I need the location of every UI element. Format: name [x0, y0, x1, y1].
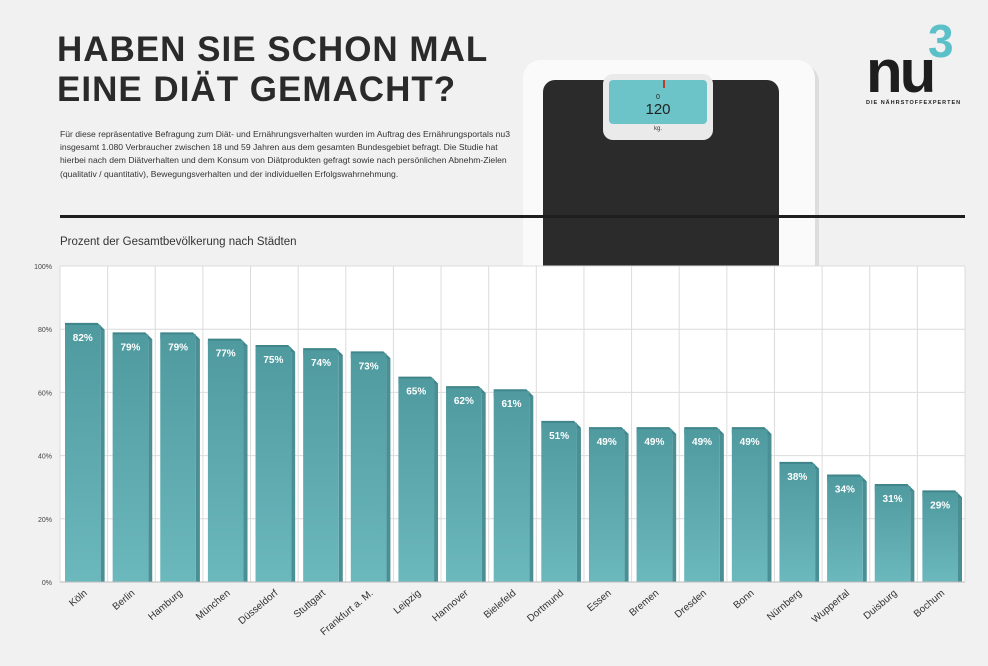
x-tick-label: Essen: [585, 588, 613, 614]
chart-title: Prozent der Gesamtbevölkerung nach Städt…: [60, 236, 297, 248]
x-tick-label: Bochum: [912, 588, 947, 620]
data-label: 82%: [73, 333, 93, 344]
x-tick-label: Dresden: [673, 588, 709, 621]
scale-illustration: 0 120 kg.: [523, 60, 815, 270]
bar-Leipzig: [398, 378, 435, 582]
bar-side: [529, 392, 534, 582]
x-tick-label: Köln: [67, 588, 89, 609]
bar-side: [338, 351, 343, 582]
data-label: 79%: [120, 342, 140, 353]
data-label: 49%: [740, 437, 760, 448]
bar-Essen: [588, 429, 625, 582]
bar-München: [207, 340, 244, 582]
bar-Bielefeld: [493, 391, 530, 582]
data-label: 31%: [883, 494, 903, 505]
data-label: 77%: [216, 349, 236, 360]
data-label: 49%: [597, 437, 617, 448]
bar-Dresden: [684, 429, 720, 582]
bar-Düsseldorf: [255, 347, 292, 582]
bar-side: [958, 493, 962, 582]
bar-Wuppertal: [827, 476, 863, 582]
x-tick-label: Düsseldorf: [237, 588, 281, 627]
bar-Bonn: [731, 429, 768, 582]
logo-superscript: 3: [928, 15, 954, 67]
y-tick-label: 0%: [42, 580, 52, 587]
x-tick-label: Bielefeld: [482, 588, 518, 621]
bar-Duisburg: [874, 486, 911, 582]
bar-side: [862, 477, 867, 582]
bar-Köln: [65, 324, 101, 582]
data-label: 75%: [263, 355, 283, 366]
x-tick-label: München: [194, 588, 233, 623]
x-tick-label: Hamburg: [146, 588, 185, 623]
bar-side: [767, 430, 772, 582]
data-label: 51%: [549, 431, 569, 442]
x-tick-label: Stuttgart: [292, 588, 328, 621]
y-tick-label: 20%: [38, 517, 52, 524]
needle-icon: [663, 80, 665, 88]
bar-side: [243, 341, 248, 582]
data-label: 38%: [787, 472, 807, 483]
page-title: HABEN SIE SCHON MAL EINE DIÄT GEMACHT?: [57, 30, 488, 110]
x-tick-label: Wuppertal: [810, 588, 852, 626]
title-line-2: EINE DIÄT GEMACHT?: [57, 70, 457, 109]
bar-side: [481, 389, 486, 582]
logo-text: nu: [866, 38, 936, 105]
data-label: 61%: [501, 399, 521, 410]
bar-Hamburg: [160, 334, 196, 582]
logo-tagline: DIE NÄHRSTOFFEXPERTEN: [866, 100, 962, 106]
bar-Dortmund: [541, 422, 577, 582]
data-label: 73%: [359, 361, 379, 372]
x-tick-label: Nürnberg: [765, 588, 804, 623]
bar-Bremen: [636, 429, 673, 582]
data-label: 29%: [930, 500, 950, 511]
y-tick-label: 80%: [38, 327, 52, 334]
data-label: 79%: [168, 342, 188, 353]
dial-unit: kg.: [653, 126, 662, 132]
bar-side: [386, 354, 391, 582]
divider: [60, 215, 965, 218]
bar-side: [910, 487, 915, 582]
dial-zero: 0: [656, 94, 660, 101]
data-label: 49%: [692, 437, 712, 448]
x-tick-label: Bonn: [732, 588, 757, 611]
bar-Nürnberg: [779, 463, 816, 582]
x-tick-label: Dortmund: [525, 588, 566, 625]
data-label: 49%: [644, 437, 664, 448]
intro-text: Für diese repräsentative Befragung zum D…: [60, 129, 510, 179]
bar-Berlin: [112, 334, 149, 582]
y-tick-label: 60%: [38, 390, 52, 397]
logo: nu 3 DIE NÄHRSTOFFEXPERTEN: [866, 16, 971, 112]
bar-Bochum: [922, 492, 958, 582]
bar-side: [672, 430, 677, 582]
x-tick-label: Hannover: [431, 587, 472, 624]
bar-side: [624, 430, 629, 582]
bar-side: [815, 464, 820, 582]
x-tick-label: Frankfurt a. M.: [319, 588, 376, 638]
y-tick-label: 100%: [34, 264, 52, 271]
data-label: 65%: [406, 387, 426, 398]
y-tick-label: 40%: [38, 454, 52, 461]
x-tick-label: Bremen: [627, 588, 661, 619]
bar-side: [195, 335, 200, 582]
bar-Stuttgart: [303, 350, 339, 582]
dial-weight: 120: [645, 101, 671, 118]
bar-side: [719, 430, 724, 582]
bar-Frankfurt a. M.: [350, 353, 387, 582]
data-label: 62%: [454, 396, 474, 407]
x-tick-label: Berlin: [111, 588, 138, 613]
bar-side: [291, 348, 296, 582]
scale-dial: 0 120 kg.: [603, 74, 713, 140]
title-line-1: HABEN SIE SCHON MAL: [57, 30, 489, 69]
bar-side: [148, 335, 153, 582]
x-tick-label: Duisburg: [862, 588, 900, 622]
bar-side: [434, 379, 439, 582]
bar-Hannover: [446, 388, 482, 582]
bar-side: [100, 325, 105, 582]
bar-side: [576, 423, 581, 582]
data-label: 34%: [835, 485, 855, 496]
data-label: 74%: [311, 358, 331, 369]
x-tick-label: Leipzig: [392, 588, 423, 617]
